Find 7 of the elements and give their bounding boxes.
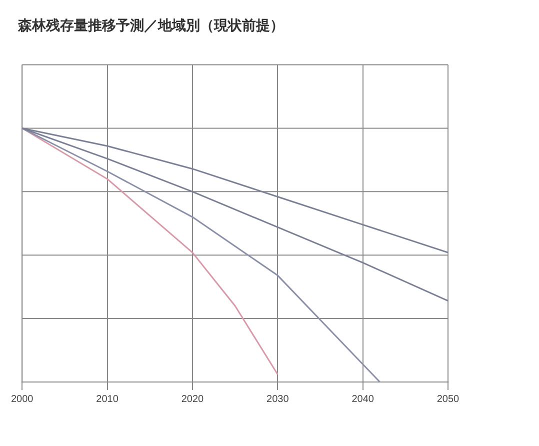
x-tick-label: 2040: [352, 394, 374, 405]
x-tick-label: 2020: [181, 394, 204, 405]
x-tick-label: 2000: [11, 394, 34, 405]
x-tick-label: 2030: [266, 394, 290, 405]
x-tick-label: 2050: [436, 394, 460, 405]
x-tick-label: 2010: [96, 394, 119, 405]
chart-title: 森林残存量推移予測／地域別（現状前提）: [17, 18, 284, 34]
